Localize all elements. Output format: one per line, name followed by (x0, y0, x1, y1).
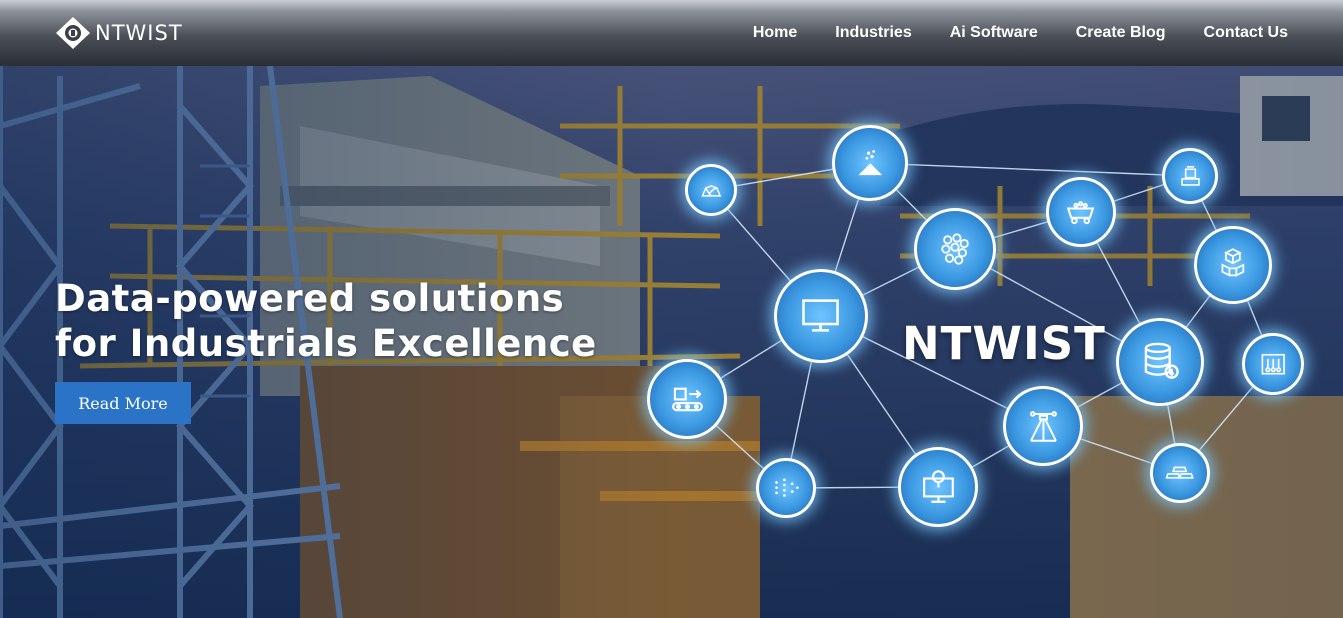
nav-industries-link[interactable]: Industries (835, 24, 912, 41)
gold-bars-icon (1150, 443, 1210, 503)
industrial-plant-background (0, 66, 1343, 618)
hero-headline: Data-powered solutions for Industrials E… (55, 276, 597, 366)
ntwist-logo-icon (56, 17, 90, 49)
database-icon (1116, 318, 1204, 406)
nav-contact-us-link[interactable]: Contact Us (1203, 24, 1288, 41)
main-nav: Home Industries Ai Software Create Blog … (753, 0, 1288, 66)
mine-cart-icon (1046, 177, 1116, 247)
lab-equipment-icon (1242, 333, 1304, 395)
drone-scan-icon (1003, 386, 1083, 466)
weighing-scale-icon (1162, 148, 1218, 204)
hero-brand-text: NTWIST (902, 317, 1106, 370)
cubes-icon (1194, 226, 1272, 304)
headline-line-2: for Industrials Excellence (55, 322, 597, 365)
nav-create-blog-link[interactable]: Create Blog (1075, 24, 1166, 41)
neural-network-icon (756, 458, 816, 518)
logo-text: NTWIST (95, 21, 183, 45)
monitor-icon (774, 269, 868, 363)
stockpile-icon (832, 125, 908, 201)
conveyor-box-icon (647, 359, 727, 439)
headline-line-1: Data-powered solutions (55, 277, 565, 320)
ore-rocks-icon (685, 164, 737, 216)
read-more-button[interactable]: Read More (55, 382, 191, 424)
logo[interactable]: NTWIST (55, 16, 183, 50)
nav-home-link[interactable]: Home (752, 24, 798, 41)
nav-ai-software-link[interactable]: Ai Software (949, 24, 1038, 41)
particles-icon (914, 208, 996, 290)
top-navigation-bar: NTWIST Home Industries Ai Software Creat… (0, 0, 1343, 66)
map-pin-monitor-icon (898, 447, 978, 527)
hero-banner: Data-powered solutions for Industrials E… (0, 66, 1343, 618)
